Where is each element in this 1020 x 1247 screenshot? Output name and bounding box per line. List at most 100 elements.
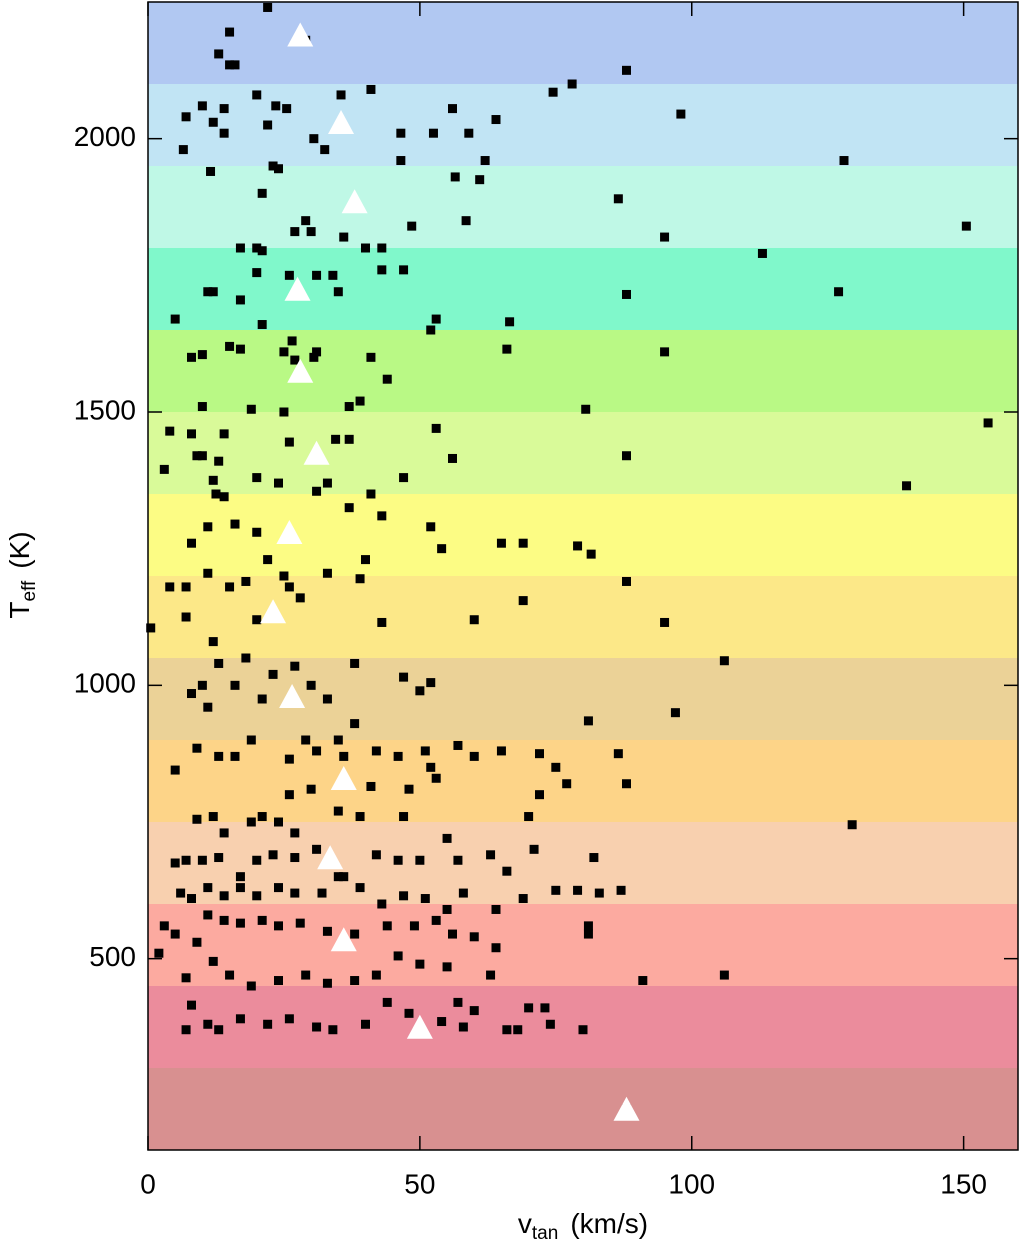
square-marker — [284, 790, 294, 800]
square-marker — [328, 1025, 338, 1035]
y-axis-label: Teff (K) — [4, 531, 40, 618]
square-marker — [241, 576, 251, 586]
square-marker — [208, 287, 218, 297]
square-marker — [235, 918, 245, 928]
square-marker — [214, 751, 224, 761]
square-marker — [583, 929, 593, 939]
square-marker — [670, 708, 680, 718]
square-marker — [529, 844, 539, 854]
triangle-marker — [341, 189, 368, 214]
square-marker — [333, 806, 343, 816]
square-marker — [290, 828, 300, 838]
square-marker — [545, 1019, 555, 1029]
square-marker — [622, 451, 631, 461]
square-marker — [562, 779, 572, 789]
square-marker — [344, 503, 354, 513]
square-marker — [146, 623, 156, 633]
square-marker — [219, 828, 229, 838]
square-marker — [225, 341, 235, 351]
square-marker — [219, 915, 229, 925]
square-marker — [442, 833, 452, 843]
square-marker — [274, 883, 283, 893]
square-marker — [382, 921, 392, 931]
square-marker — [448, 104, 457, 114]
square-marker — [371, 970, 381, 980]
square-marker — [496, 746, 506, 756]
square-marker — [344, 402, 354, 412]
triangle-marker — [287, 358, 314, 383]
square-marker — [719, 970, 729, 980]
square-marker — [355, 574, 365, 584]
square-marker — [170, 314, 180, 324]
square-marker — [453, 855, 463, 865]
square-marker — [420, 894, 430, 904]
square-marker — [192, 937, 202, 947]
square-marker — [660, 617, 670, 627]
square-marker — [214, 1025, 224, 1035]
square-marker — [203, 522, 213, 532]
x-tick-label: 100 — [668, 1168, 715, 1199]
square-marker — [361, 243, 370, 253]
square-marker — [279, 347, 289, 357]
square-marker — [317, 888, 327, 898]
square-marker — [366, 489, 376, 499]
square-marker — [309, 352, 319, 362]
square-marker — [230, 60, 240, 70]
square-marker — [214, 456, 224, 466]
square-marker — [377, 265, 387, 275]
square-marker — [399, 812, 409, 822]
square-marker — [377, 899, 387, 909]
square-marker — [333, 287, 343, 297]
square-marker — [203, 702, 213, 712]
square-marker — [274, 921, 283, 931]
square-marker — [159, 921, 169, 931]
triangle-marker — [284, 276, 311, 301]
square-marker — [235, 872, 245, 882]
band — [148, 658, 1018, 740]
axis-label-main: T — [4, 602, 35, 619]
square-marker — [312, 1022, 322, 1032]
square-marker — [170, 858, 180, 868]
square-marker — [306, 784, 316, 794]
y-tick-label: 1500 — [74, 394, 136, 425]
square-marker — [396, 128, 406, 138]
square-marker — [290, 227, 300, 237]
square-marker — [453, 740, 463, 750]
triangle-marker — [613, 1096, 640, 1121]
square-marker — [399, 265, 409, 275]
square-marker — [257, 246, 267, 256]
square-marker — [469, 751, 479, 761]
square-marker — [252, 243, 262, 253]
y-tick-label: 1000 — [74, 668, 136, 699]
square-marker — [513, 1025, 523, 1035]
square-marker — [274, 164, 283, 174]
square-marker — [170, 765, 180, 775]
square-marker — [246, 735, 256, 745]
square-marker — [613, 749, 623, 759]
square-marker — [246, 404, 256, 414]
square-marker — [581, 404, 591, 414]
square-marker — [350, 976, 360, 986]
square-marker — [295, 918, 305, 928]
square-marker — [437, 1017, 447, 1027]
square-marker — [219, 429, 229, 439]
square-marker — [246, 817, 256, 827]
square-marker — [312, 347, 322, 357]
square-marker — [170, 929, 180, 939]
square-marker — [322, 568, 332, 578]
square-marker — [622, 65, 631, 75]
square-marker — [219, 104, 229, 114]
square-marker — [284, 1014, 294, 1024]
x-axis-label: vtan (km/s) — [518, 1208, 648, 1244]
square-marker — [187, 894, 196, 904]
square-marker — [192, 743, 202, 753]
square-marker — [301, 970, 311, 980]
square-marker — [165, 582, 175, 592]
square-marker — [371, 850, 381, 860]
square-marker — [235, 243, 245, 253]
square-marker — [257, 188, 267, 198]
square-marker — [230, 680, 240, 690]
band — [148, 904, 1018, 986]
square-marker — [154, 948, 164, 958]
